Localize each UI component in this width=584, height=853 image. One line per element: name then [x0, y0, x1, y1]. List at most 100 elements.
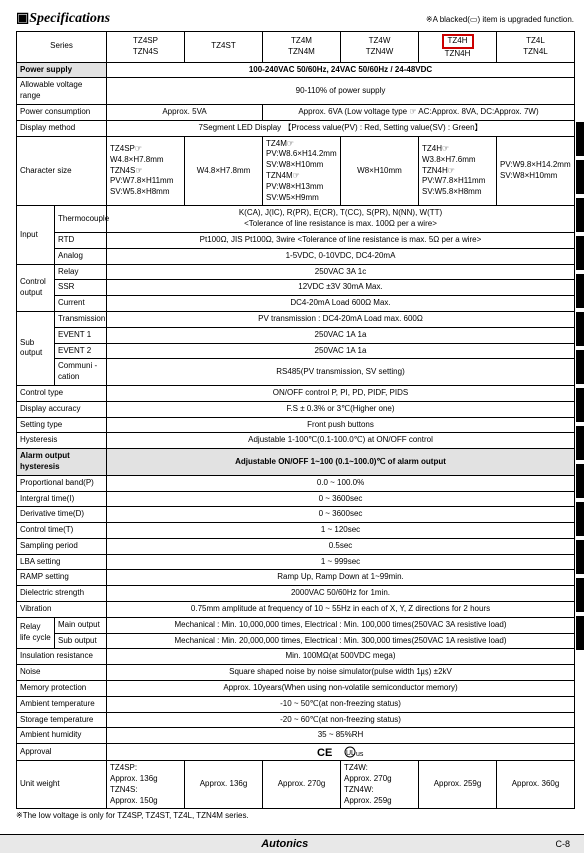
- cell: PV:W9.8×H14.2mm SV:W8×H10mm: [497, 136, 575, 206]
- row-label: Derivative time(D): [17, 507, 107, 523]
- specifications-table: Series TZ4SP TZN4S TZ4ST TZ4M TZN4M TZ4W…: [16, 31, 575, 809]
- series-cell: TZ4ST: [185, 32, 263, 63]
- ul-icon: ULus: [344, 746, 364, 758]
- row-label: Insulation resistance: [17, 649, 107, 665]
- cell: DC4-20mA Load 600Ω Max.: [107, 296, 575, 312]
- cell: K(CA), J(IC), R(PR), E(CR), T(CC), S(PR)…: [107, 206, 575, 233]
- cell: 250VAC 1A 1a: [107, 343, 575, 359]
- cell: Mechanical : Min. 20,000,000 times, Elec…: [107, 633, 575, 649]
- cell: TZ4SP: Approx. 136g TZN4S: Approx. 150g: [107, 761, 185, 809]
- cell: Approx. 136g: [185, 761, 263, 809]
- row-label: Dielectric strength: [17, 586, 107, 602]
- cell: 0.0 ~ 100.0%: [107, 475, 575, 491]
- row-label: Proportional band(P): [17, 475, 107, 491]
- cell: -10 ~ 50℃(at non-freezing status): [107, 696, 575, 712]
- series-cell: TZ4HTZN4H: [419, 32, 497, 63]
- cell: 7Segment LED Display 【Process value(PV) …: [107, 120, 575, 136]
- row-label: Storage temperature: [17, 712, 107, 728]
- page-footer: Autonics C-8: [0, 834, 584, 853]
- cell: ON/OFF control P, PI, PD, PIDF, PIDS: [107, 385, 575, 401]
- ce-icon: CE: [317, 746, 337, 758]
- footnote: ※The low voltage is only for TZ4SP, TZ4S…: [16, 811, 574, 820]
- cell: 2000VAC 50/60Hz for 1min.: [107, 586, 575, 602]
- row-label: Unit weight: [17, 761, 107, 809]
- row-label: Display accuracy: [17, 401, 107, 417]
- cell: 1 ~ 999sec: [107, 554, 575, 570]
- sub-label: SSR: [55, 280, 107, 296]
- cell: 100-240VAC 50/60Hz, 24VAC 50/60Hz / 24-4…: [107, 62, 575, 78]
- cell: Min. 100MΩ(at 500VDC mega): [107, 649, 575, 665]
- series-cell: TZ4W TZN4W: [341, 32, 419, 63]
- row-label: Relay life cycle: [17, 617, 55, 649]
- row-label: Control time(T): [17, 523, 107, 539]
- cell: TZ4M☞ PV:W8.6×H14.2mm SV:W8×H10mm TZN4M☞…: [263, 136, 341, 206]
- cell: PV transmission : DC4-20mA Load max. 600…: [107, 311, 575, 327]
- cell: W4.8×H7.8mm: [185, 136, 263, 206]
- page-number: C-8: [555, 839, 570, 849]
- row-label: Noise: [17, 665, 107, 681]
- sub-label: Analog: [55, 248, 107, 264]
- row-label: Character size: [17, 136, 107, 206]
- side-tabs: [576, 122, 584, 654]
- series-cell: TZ4M TZN4M: [263, 32, 341, 63]
- cell: 90-110% of power supply: [107, 78, 575, 105]
- cell: RS485(PV transmission, SV setting): [107, 359, 575, 386]
- row-label: Memory protection: [17, 681, 107, 697]
- cell: Approx. 10years(When using non-volatile …: [107, 681, 575, 697]
- cell: CE ULus: [107, 744, 575, 761]
- row-label: Power supply: [17, 62, 107, 78]
- cell: Mechanical : Min. 10,000,000 times, Elec…: [107, 617, 575, 633]
- cell: TZ4SP☞ W4.8×H7.8mm TZN4S☞ PV:W7.8×H11mm …: [107, 136, 185, 206]
- series-cell: TZ4L TZN4L: [497, 32, 575, 63]
- row-label: LBA setting: [17, 554, 107, 570]
- cell: Approx. 360g: [497, 761, 575, 809]
- row-label: Approval: [17, 744, 107, 761]
- sub-label: Relay: [55, 264, 107, 280]
- row-label: Intergral time(I): [17, 491, 107, 507]
- sub-label: RTD: [55, 232, 107, 248]
- cell: Front push buttons: [107, 417, 575, 433]
- cell: 1 ~ 120sec: [107, 523, 575, 539]
- cell: 0.5sec: [107, 538, 575, 554]
- row-label: Series: [17, 32, 107, 63]
- cell: W8×H10mm: [341, 136, 419, 206]
- row-label: Setting type: [17, 417, 107, 433]
- svg-text:CE: CE: [317, 747, 332, 758]
- row-label: Vibration: [17, 602, 107, 618]
- row-label: Display method: [17, 120, 107, 136]
- sub-label: Transmission: [55, 311, 107, 327]
- cell: Approx. 6VA (Low voltage type ☞ AC:Appro…: [263, 104, 575, 120]
- sub-label: Main output: [55, 617, 107, 633]
- sub-label: Thermocouple: [55, 206, 107, 233]
- sub-label: EVENT 1: [55, 327, 107, 343]
- row-label: Input: [17, 206, 55, 264]
- cell: 35 ~ 85%RH: [107, 728, 575, 744]
- sub-label: Sub output: [55, 633, 107, 649]
- cell: 1-5VDC, 0-10VDC, DC4-20mA: [107, 248, 575, 264]
- cell: 250VAC 1A 1a: [107, 327, 575, 343]
- row-label: Control output: [17, 264, 55, 311]
- cell: 0.75mm amplitude at frequency of 10 ~ 55…: [107, 602, 575, 618]
- cell: -20 ~ 60℃(at non-freezing status): [107, 712, 575, 728]
- row-label: Sub output: [17, 311, 55, 385]
- cell: Square shaped noise by noise simulator(p…: [107, 665, 575, 681]
- row-label: Ambient temperature: [17, 696, 107, 712]
- row-label: RAMP setting: [17, 570, 107, 586]
- page-title: ▣Specifications: [16, 10, 110, 27]
- svg-text:UL: UL: [346, 750, 355, 757]
- cell: 250VAC 3A 1c: [107, 264, 575, 280]
- sub-label: Communi -cation: [55, 359, 107, 386]
- cell: Ramp Up, Ramp Down at 1~99min.: [107, 570, 575, 586]
- brand-logo: Autonics: [261, 838, 308, 850]
- cell: TZ4W: Approx. 270g TZN4W: Approx. 259g: [341, 761, 419, 809]
- row-label: Alarm output hysteresis: [17, 449, 107, 476]
- cell: Adjustable ON/OFF 1~100 (0.1~100.0)℃ of …: [107, 449, 575, 476]
- row-label: Sampling period: [17, 538, 107, 554]
- row-label: Ambient humidity: [17, 728, 107, 744]
- cell: Pt100Ω, JIS Pt100Ω, 3wire <Tolerance of …: [107, 232, 575, 248]
- cell: Approx. 259g: [419, 761, 497, 809]
- cell: 0 ~ 3600sec: [107, 491, 575, 507]
- row-label: Power consumption: [17, 104, 107, 120]
- svg-text:us: us: [356, 751, 364, 758]
- cell: 0 ~ 3600sec: [107, 507, 575, 523]
